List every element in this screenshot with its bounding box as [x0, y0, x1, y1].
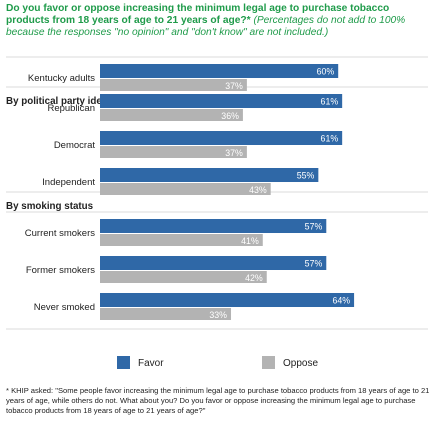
favor-value-label: 57% [305, 222, 323, 232]
favor-value-label: 61% [321, 134, 339, 144]
category-label: Democrat [54, 140, 96, 151]
oppose-bar [100, 109, 243, 121]
favor-value-label: 64% [332, 296, 350, 306]
group-heading: By political party identification [6, 96, 149, 107]
favor-bar [100, 256, 327, 270]
legend-favor-swatch [117, 356, 130, 369]
footnote: * KHIP asked: "Some people favor increas… [6, 386, 430, 415]
favor-bar [100, 131, 343, 145]
chart-title: Do you favor or oppose increasing the mi… [6, 3, 430, 39]
favor-bar [100, 168, 319, 182]
oppose-value-label: 41% [241, 236, 259, 246]
oppose-value-label: 37% [225, 148, 243, 158]
favor-value-label: 55% [297, 171, 315, 181]
category-label: Never smoked [34, 302, 95, 313]
favor-bar [100, 64, 339, 78]
category-label: Independent [42, 177, 95, 188]
category-label: Current smokers [25, 228, 95, 239]
oppose-bar [100, 234, 263, 246]
oppose-value-label: 36% [221, 111, 239, 121]
category-label: Kentucky adults [28, 73, 95, 84]
group-heading: By smoking status [6, 201, 94, 212]
favor-bar [100, 219, 327, 233]
oppose-value-label: 43% [249, 185, 267, 195]
favor-value-label: 60% [317, 67, 335, 77]
oppose-bar [100, 79, 247, 91]
favor-value-label: 57% [305, 259, 323, 269]
legend-oppose-swatch [262, 356, 275, 369]
category-label: Republican [47, 103, 95, 114]
chart-question: Do you favor or oppose increasing the mi… [6, 3, 390, 26]
oppose-value-label: 42% [245, 273, 263, 283]
oppose-bar [100, 308, 232, 320]
oppose-bar [100, 183, 271, 195]
legend-favor-label: Favor [138, 358, 164, 369]
oppose-value-label: 33% [209, 310, 227, 320]
chart-note: (Percentages do not add to 100% because … [6, 15, 406, 38]
oppose-value-label: 37% [225, 81, 243, 91]
category-label: Former smokers [26, 265, 95, 276]
favor-bar [100, 293, 355, 307]
favor-value-label: 61% [321, 97, 339, 107]
oppose-bar [100, 271, 267, 283]
favor-bar [100, 94, 343, 108]
legend-oppose-label: Oppose [283, 358, 318, 369]
oppose-bar [100, 146, 247, 158]
